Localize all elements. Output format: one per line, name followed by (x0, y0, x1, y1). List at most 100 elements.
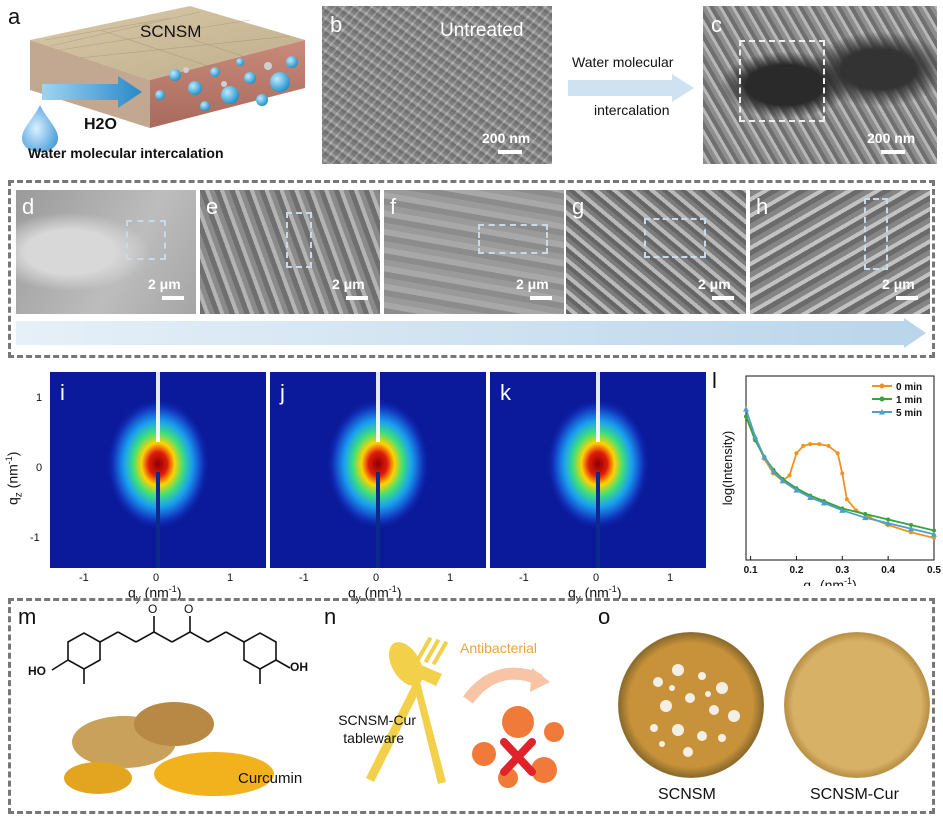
data-point (793, 487, 800, 493)
highlight-box (126, 220, 166, 260)
data-point (743, 406, 749, 412)
x-tick-label: -1 (299, 572, 309, 584)
dish-label-control: SCNSM (658, 786, 716, 803)
material-name: SCNSM (140, 22, 202, 41)
scale-bar (712, 296, 734, 300)
data-point (817, 442, 822, 447)
panel-label-b: b (330, 12, 343, 37)
time-arrow (16, 318, 926, 348)
x-tick-label: 0 (373, 572, 380, 584)
x-tick-label: 0 (593, 572, 600, 584)
tableware-label-line2: tableware (343, 730, 404, 746)
panel-n: n Antibacterial SCNSM-Cur tableware (318, 602, 588, 808)
sem-image-5-min: e 2 μm (200, 190, 380, 314)
series-line-0-min (745, 416, 935, 539)
sem-image-10-min: f 2 μm (384, 190, 564, 314)
scale-bar (881, 150, 905, 154)
scale-bar (346, 296, 368, 300)
saxs-pattern-k: k (490, 372, 706, 568)
scale-bar (530, 296, 552, 300)
scale-label: 2 μm (148, 276, 181, 292)
intercalation-caption: Water molecular intercalation (28, 145, 224, 161)
legend-label: 5 min (896, 408, 922, 419)
data-point (787, 473, 792, 478)
data-point (808, 442, 813, 447)
sem-image-60-min: h 2 μm (750, 190, 930, 314)
legend-marker (879, 409, 885, 415)
time-series-frame (8, 180, 935, 358)
scale-label: 2 μm (882, 276, 915, 292)
data-point (862, 514, 869, 521)
data-point (844, 497, 849, 502)
panel-l: 0.1 0.2 0.3 0.4 0.5 l log(Intensity) qy (nm-1) 0… (700, 366, 943, 586)
x-tick-label: -1 (79, 572, 89, 584)
sem-title: Untreated (440, 20, 524, 41)
highlight-box (286, 212, 312, 268)
panel-label-j: j (280, 380, 285, 405)
scale-label: 2 μm (698, 276, 731, 292)
data-point (820, 499, 827, 506)
panel-label-i: i (60, 380, 65, 405)
x-tick-label: -1 (519, 572, 529, 584)
compound-name: Curcumin (238, 770, 303, 787)
x-tick-label: 0.2 (789, 565, 803, 576)
saxs-pattern-j: j (270, 372, 486, 568)
x-tick-label: 0.3 (835, 565, 849, 576)
data-point (885, 520, 892, 526)
panel-label-a: a (8, 4, 21, 29)
atom-ho: HO (28, 664, 46, 678)
water-formula: H2O (84, 116, 117, 133)
data-point (909, 523, 914, 528)
panel-o: o SCNSM SCNSM-Cur (588, 602, 933, 808)
x-tick-label: 1 (227, 572, 234, 584)
panel-label-m: m (18, 604, 37, 629)
y-tick-label: -1 (30, 532, 40, 544)
intensity-chart: 0.1 0.2 0.3 0.4 0.5 l log(Intensity) qy (nm-1) 0… (712, 368, 941, 586)
panel-label-g: g (572, 194, 585, 219)
y-axis-label: log(Intensity) (720, 431, 735, 505)
panel-label-e: e (206, 194, 219, 219)
data-point (932, 528, 936, 533)
highlight-box (644, 218, 706, 258)
data-point (807, 494, 814, 500)
atom-o-right: O (184, 602, 194, 616)
panel-label-h: h (756, 194, 769, 219)
legend-label: 0 min (896, 382, 922, 393)
process-label-line2: intercalation (594, 102, 670, 118)
highlight-box (864, 198, 888, 270)
curcumin-structure (51, 616, 291, 796)
data-point (863, 512, 868, 516)
sem-image-intercalated: c 200 nm (703, 6, 937, 164)
application-frame (8, 598, 935, 814)
highlight-box (739, 40, 825, 122)
x-tick-label: 1 (667, 572, 674, 584)
data-point (752, 433, 759, 440)
panel-a: a (0, 0, 310, 170)
tableware-label-line1: SCNSM-Cur (338, 712, 416, 728)
scale-label: 2 μm (516, 276, 549, 292)
scale-bar (498, 150, 522, 154)
x-tick-label: 0.5 (927, 565, 941, 576)
legend-marker (879, 396, 885, 402)
data-point (770, 468, 777, 475)
tableware-illustration (366, 636, 564, 788)
panel-label-k: k (500, 380, 511, 405)
panel-label-o: o (598, 604, 611, 629)
sem-image-untreated: b Untreated 200 nm (322, 6, 552, 164)
data-point (826, 443, 831, 448)
panel-m: m O O HO OH Curcumin (14, 602, 314, 808)
scale-label: 2 μm (332, 276, 365, 292)
data-point (744, 414, 748, 419)
data-point (839, 507, 846, 513)
plot-frame (745, 375, 935, 561)
data-point (886, 517, 891, 522)
panel-label-n: n (324, 604, 337, 629)
x-tick-label: 0.1 (744, 565, 758, 576)
petri-dish-control (618, 632, 764, 778)
process-label-line1: Water molecular (572, 54, 674, 70)
process-arrow (568, 74, 694, 102)
panel-label-c: c (711, 12, 722, 37)
x-tick-label: 0 (153, 572, 160, 584)
x-tick-label: 1 (447, 572, 454, 584)
scale-bar (896, 296, 918, 300)
